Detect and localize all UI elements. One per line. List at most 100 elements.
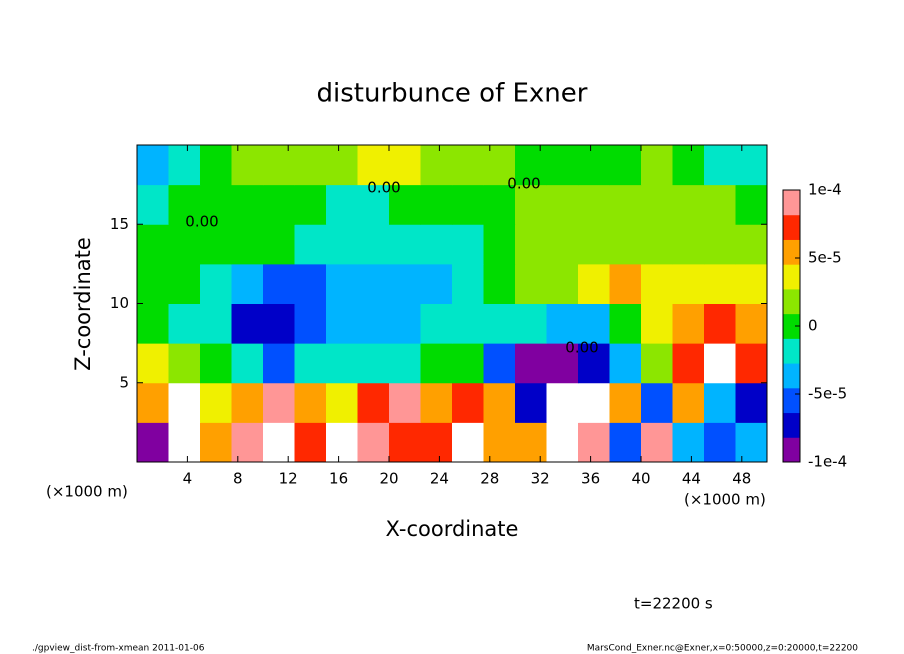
cell [483,422,516,463]
cell [263,145,295,186]
cell [231,224,264,265]
cell [515,263,547,304]
cell [546,263,579,304]
cell [168,303,201,344]
cell [294,263,327,304]
cell [483,343,516,384]
cell [326,382,358,423]
cell [704,184,736,225]
cell [294,422,327,463]
cell [263,184,295,225]
cell [231,145,264,186]
colorbar-band [783,214,800,240]
cell [672,263,705,304]
cell [735,422,768,463]
cell [578,224,610,265]
cell [326,263,358,304]
cell [420,382,453,423]
cell [294,184,327,225]
cell [483,263,516,304]
cell [578,422,610,463]
cell [735,303,768,344]
cell [263,303,295,344]
cell [420,303,453,344]
cell [672,382,705,423]
cell [546,422,579,463]
cell [326,184,358,225]
cell [168,184,201,225]
footer: MarsCond_Exner.nc@Exner,x=0:50000,z=0:20… [587,644,858,654]
colorbar-band [783,387,800,414]
cell [546,382,579,423]
contour-label: 0.00 [185,213,218,231]
cell [672,303,705,344]
x-tick-label: 8 [233,470,243,488]
cell [200,263,232,304]
cell [168,145,201,186]
cell [389,343,421,384]
cell [578,145,610,186]
cell [231,184,264,225]
cell [672,224,705,265]
cell [641,224,673,265]
cell [578,303,610,344]
cell [609,382,642,423]
cell [294,382,327,423]
cell [704,422,736,463]
cell [515,343,547,384]
cell [168,224,201,265]
cell [294,343,327,384]
cell [515,382,547,423]
cell [546,184,579,225]
cell [263,224,295,265]
cell [483,224,516,265]
cell [420,145,453,186]
cell [231,303,264,344]
time-label: t=22200 s [634,595,713,613]
cell [326,422,358,463]
cell [672,343,705,384]
cell [515,145,547,186]
cell [420,224,453,265]
contour-label: 0.00 [367,179,400,197]
cell [137,422,169,463]
colorbar-band [783,264,800,290]
cell [231,263,264,304]
cell [483,184,516,225]
cell [168,263,201,304]
cell [704,263,736,304]
x-tick-label: 28 [480,470,499,488]
cell [609,303,642,344]
cell [200,224,232,265]
x-axis-label: X-coordinate [386,517,519,541]
cell [389,184,421,225]
cell [294,224,327,265]
colorbar-band [783,288,800,315]
cell [452,343,484,384]
colorbar-tick-label: 5e-5 [808,249,842,267]
cell [578,263,610,304]
y-tick-label: 5 [119,373,129,391]
cell [326,145,358,186]
cell [735,382,768,423]
cell [483,145,516,186]
cell [609,184,642,225]
cell [452,224,484,265]
cell [294,303,327,344]
colorbar-band [783,412,800,438]
chart-title: disturbunce of Exner [317,79,588,109]
cell [389,422,421,463]
cell [735,343,768,384]
cell [515,303,547,344]
cell [357,263,390,304]
cell [452,263,484,304]
cell [357,422,390,463]
cell [231,422,264,463]
colorbar-tick-label: 1e-4 [808,181,842,199]
cell [231,382,264,423]
cell [168,343,201,384]
cell [263,422,295,463]
cell [263,382,295,423]
colorbar-band [783,239,800,265]
cell [200,303,232,344]
